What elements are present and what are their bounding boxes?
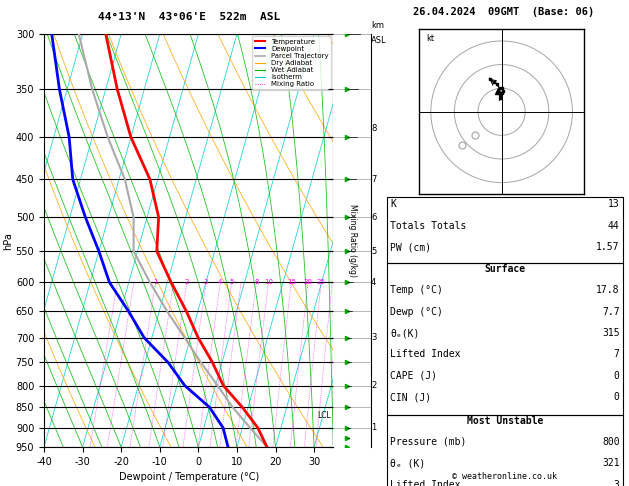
Text: K: K	[390, 199, 396, 209]
Text: 1.57: 1.57	[596, 242, 620, 252]
Text: 10: 10	[264, 279, 273, 285]
Text: θₑ(K): θₑ(K)	[390, 328, 420, 338]
Text: 3: 3	[371, 333, 377, 342]
Text: 0: 0	[614, 371, 620, 381]
Text: 315: 315	[602, 328, 620, 338]
Text: 7: 7	[614, 349, 620, 360]
Text: Surface: Surface	[484, 264, 525, 275]
Text: 3: 3	[204, 279, 208, 285]
Text: Totals Totals: Totals Totals	[390, 221, 466, 231]
Text: 6: 6	[371, 212, 377, 222]
Text: 800: 800	[602, 437, 620, 447]
Text: 1: 1	[153, 279, 158, 285]
Text: 25: 25	[317, 279, 326, 285]
Text: 8: 8	[371, 123, 377, 133]
Text: PW (cm): PW (cm)	[390, 242, 431, 252]
X-axis label: Dewpoint / Temperature (°C): Dewpoint / Temperature (°C)	[119, 472, 259, 483]
Text: 2: 2	[184, 279, 189, 285]
Text: 0: 0	[614, 392, 620, 402]
Text: 7: 7	[371, 175, 377, 184]
Text: CIN (J): CIN (J)	[390, 392, 431, 402]
Text: © weatheronline.co.uk: © weatheronline.co.uk	[452, 472, 557, 481]
Text: Mixing Ratio (g/kg): Mixing Ratio (g/kg)	[348, 204, 357, 277]
Text: 26.04.2024  09GMT  (Base: 06): 26.04.2024 09GMT (Base: 06)	[413, 7, 594, 17]
Text: 13: 13	[608, 199, 620, 209]
Text: Lifted Index: Lifted Index	[390, 480, 460, 486]
Text: kt: kt	[426, 34, 434, 43]
Text: Pressure (mb): Pressure (mb)	[390, 437, 466, 447]
Text: 5: 5	[230, 279, 234, 285]
Text: 1: 1	[371, 423, 376, 432]
Text: 44: 44	[608, 221, 620, 231]
Legend: Temperature, Dewpoint, Parcel Trajectory, Dry Adiabat, Wet Adiabat, Isotherm, Mi: Temperature, Dewpoint, Parcel Trajectory…	[252, 36, 331, 90]
Text: Lifted Index: Lifted Index	[390, 349, 460, 360]
Text: 4: 4	[218, 279, 223, 285]
Text: Temp (°C): Temp (°C)	[390, 285, 443, 295]
Text: CAPE (J): CAPE (J)	[390, 371, 437, 381]
Text: θₑ (K): θₑ (K)	[390, 458, 425, 469]
Text: Dewp (°C): Dewp (°C)	[390, 307, 443, 317]
Y-axis label: hPa: hPa	[3, 232, 13, 249]
Text: km: km	[371, 21, 384, 31]
Text: 15: 15	[287, 279, 296, 285]
Text: 2: 2	[371, 381, 376, 390]
Text: 44°13'N  43°06'E  522m  ASL: 44°13'N 43°06'E 522m ASL	[97, 12, 280, 22]
Text: 17.8: 17.8	[596, 285, 620, 295]
Text: 8: 8	[254, 279, 259, 285]
Text: Most Unstable: Most Unstable	[467, 416, 543, 426]
Text: ASL: ASL	[371, 36, 387, 45]
Text: 321: 321	[602, 458, 620, 469]
Text: 3: 3	[614, 480, 620, 486]
Text: 20: 20	[303, 279, 313, 285]
Text: LCL: LCL	[318, 411, 331, 420]
Text: 7.7: 7.7	[602, 307, 620, 317]
Text: 5: 5	[371, 247, 376, 256]
Text: 4: 4	[371, 278, 376, 287]
